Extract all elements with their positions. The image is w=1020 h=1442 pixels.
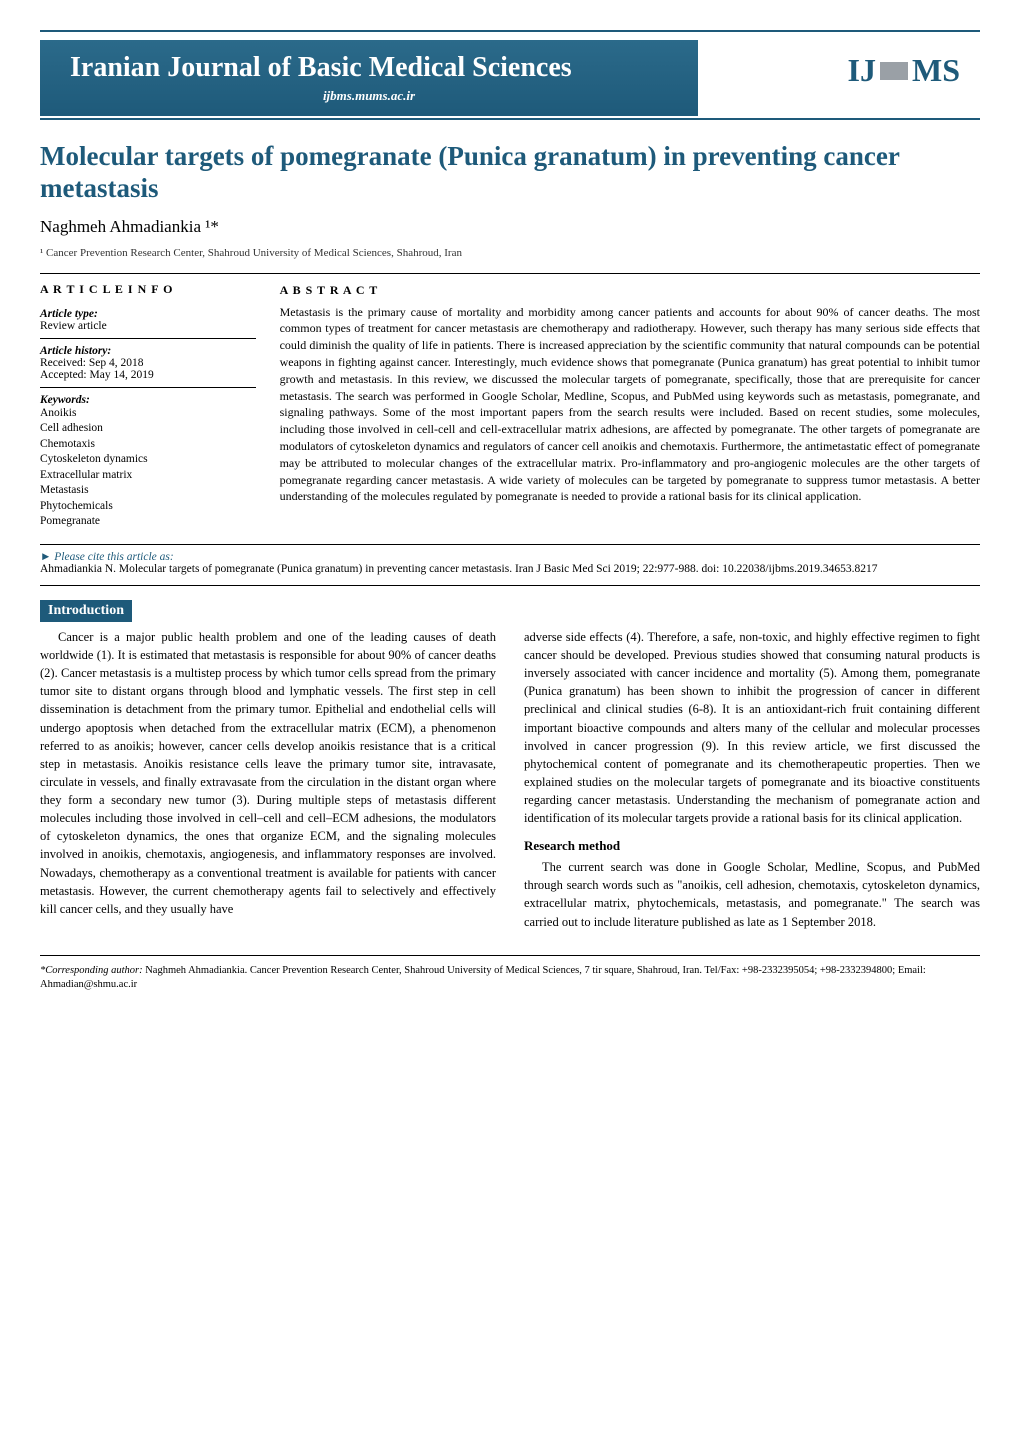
body-column-left: Cancer is a major public health problem … — [40, 628, 496, 931]
corresponding-text: Naghmeh Ahmadiankia. Cancer Prevention R… — [40, 965, 926, 991]
abstract-text: Metastasis is the primary cause of morta… — [280, 304, 980, 506]
research-method-heading: Research method — [524, 837, 980, 856]
body-columns: Cancer is a major public health problem … — [40, 628, 980, 931]
logo-text-left: IJ — [848, 52, 876, 89]
accepted-date: Accepted: May 14, 2019 — [40, 369, 256, 381]
body-column-right: adverse side effects (4). Therefore, a s… — [524, 628, 980, 931]
keywords-label: Keywords: — [40, 394, 256, 406]
article-history-block: Article history: Received: Sep 4, 2018 A… — [40, 339, 256, 388]
abstract-column: A B S T R A C T Metastasis is the primar… — [266, 274, 980, 544]
corresponding-label: *Corresponding author: — [40, 965, 143, 976]
journal-logo: IJ MS — [848, 52, 960, 89]
article-type-value: Review article — [40, 320, 256, 332]
intro-paragraph-2: adverse side effects (4). Therefore, a s… — [524, 628, 980, 827]
author-name: Naghmeh Ahmadiankia ¹* — [40, 217, 980, 237]
journal-url: ijbms.mums.ac.ir — [70, 88, 668, 104]
citation-block: ► Please cite this article as: Ahmadiank… — [40, 545, 980, 586]
article-info-heading: A R T I C L E I N F O — [40, 282, 256, 297]
journal-banner: Iranian Journal of Basic Medical Science… — [40, 40, 698, 116]
received-date: Received: Sep 4, 2018 — [40, 357, 256, 369]
abstract-heading: A B S T R A C T — [280, 282, 980, 299]
citation-text: Ahmadiankia N. Molecular targets of pome… — [40, 563, 878, 575]
affiliation: ¹ Cancer Prevention Research Center, Sha… — [40, 247, 980, 259]
introduction-heading: Introduction — [40, 600, 132, 622]
journal-header: Iranian Journal of Basic Medical Science… — [40, 30, 980, 120]
article-type-block: Article type: Review article — [40, 302, 256, 339]
intro-paragraph-1: Cancer is a major public health problem … — [40, 628, 496, 918]
journal-title: Iranian Journal of Basic Medical Science… — [70, 52, 668, 84]
article-title: Molecular targets of pomegranate (Punica… — [40, 140, 980, 205]
article-info-column: A R T I C L E I N F O Article type: Revi… — [40, 274, 266, 544]
history-label: Article history: — [40, 345, 256, 357]
keywords-list: Anoikis Cell adhesion Chemotaxis Cytoske… — [40, 406, 256, 530]
logo-box-icon — [880, 62, 908, 80]
research-method-text: The current search was done in Google Sc… — [524, 858, 980, 931]
keywords-block: Keywords: Anoikis Cell adhesion Chemotax… — [40, 388, 256, 536]
citation-label: ► Please cite this article as: — [40, 551, 174, 563]
logo-text-right: MS — [912, 52, 960, 89]
footer-correspondence: *Corresponding author: Naghmeh Ahmadiank… — [40, 955, 980, 993]
article-type-label: Article type: — [40, 308, 256, 320]
info-abstract-row: A R T I C L E I N F O Article type: Revi… — [40, 273, 980, 545]
